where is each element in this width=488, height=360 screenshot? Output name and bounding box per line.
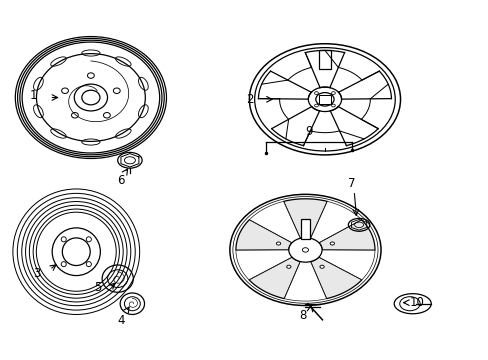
Polygon shape: [248, 257, 300, 299]
Ellipse shape: [329, 242, 334, 245]
Text: 5: 5: [94, 281, 102, 294]
Text: 3: 3: [33, 267, 41, 280]
Ellipse shape: [302, 248, 308, 252]
Text: 10: 10: [409, 296, 424, 309]
Ellipse shape: [286, 265, 290, 268]
Text: 7: 7: [347, 177, 355, 190]
Text: 2: 2: [245, 93, 253, 106]
Polygon shape: [318, 220, 374, 250]
Polygon shape: [283, 199, 326, 238]
Polygon shape: [235, 250, 305, 280]
Polygon shape: [305, 201, 361, 250]
Polygon shape: [300, 219, 310, 239]
Ellipse shape: [303, 228, 307, 231]
Polygon shape: [305, 250, 374, 280]
Text: 8: 8: [299, 309, 306, 322]
Polygon shape: [284, 250, 326, 301]
Text: 4: 4: [117, 314, 124, 327]
Text: 1: 1: [30, 89, 38, 102]
Polygon shape: [235, 220, 291, 250]
Ellipse shape: [288, 238, 322, 262]
Text: 6: 6: [117, 174, 124, 187]
Ellipse shape: [276, 242, 280, 245]
Ellipse shape: [319, 265, 324, 268]
Polygon shape: [310, 257, 361, 299]
Polygon shape: [249, 201, 305, 250]
Text: 9: 9: [305, 125, 312, 138]
